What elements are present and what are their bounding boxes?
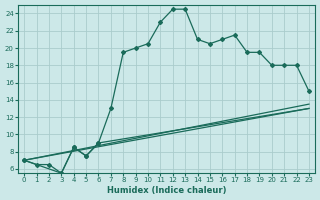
X-axis label: Humidex (Indice chaleur): Humidex (Indice chaleur): [107, 186, 226, 195]
